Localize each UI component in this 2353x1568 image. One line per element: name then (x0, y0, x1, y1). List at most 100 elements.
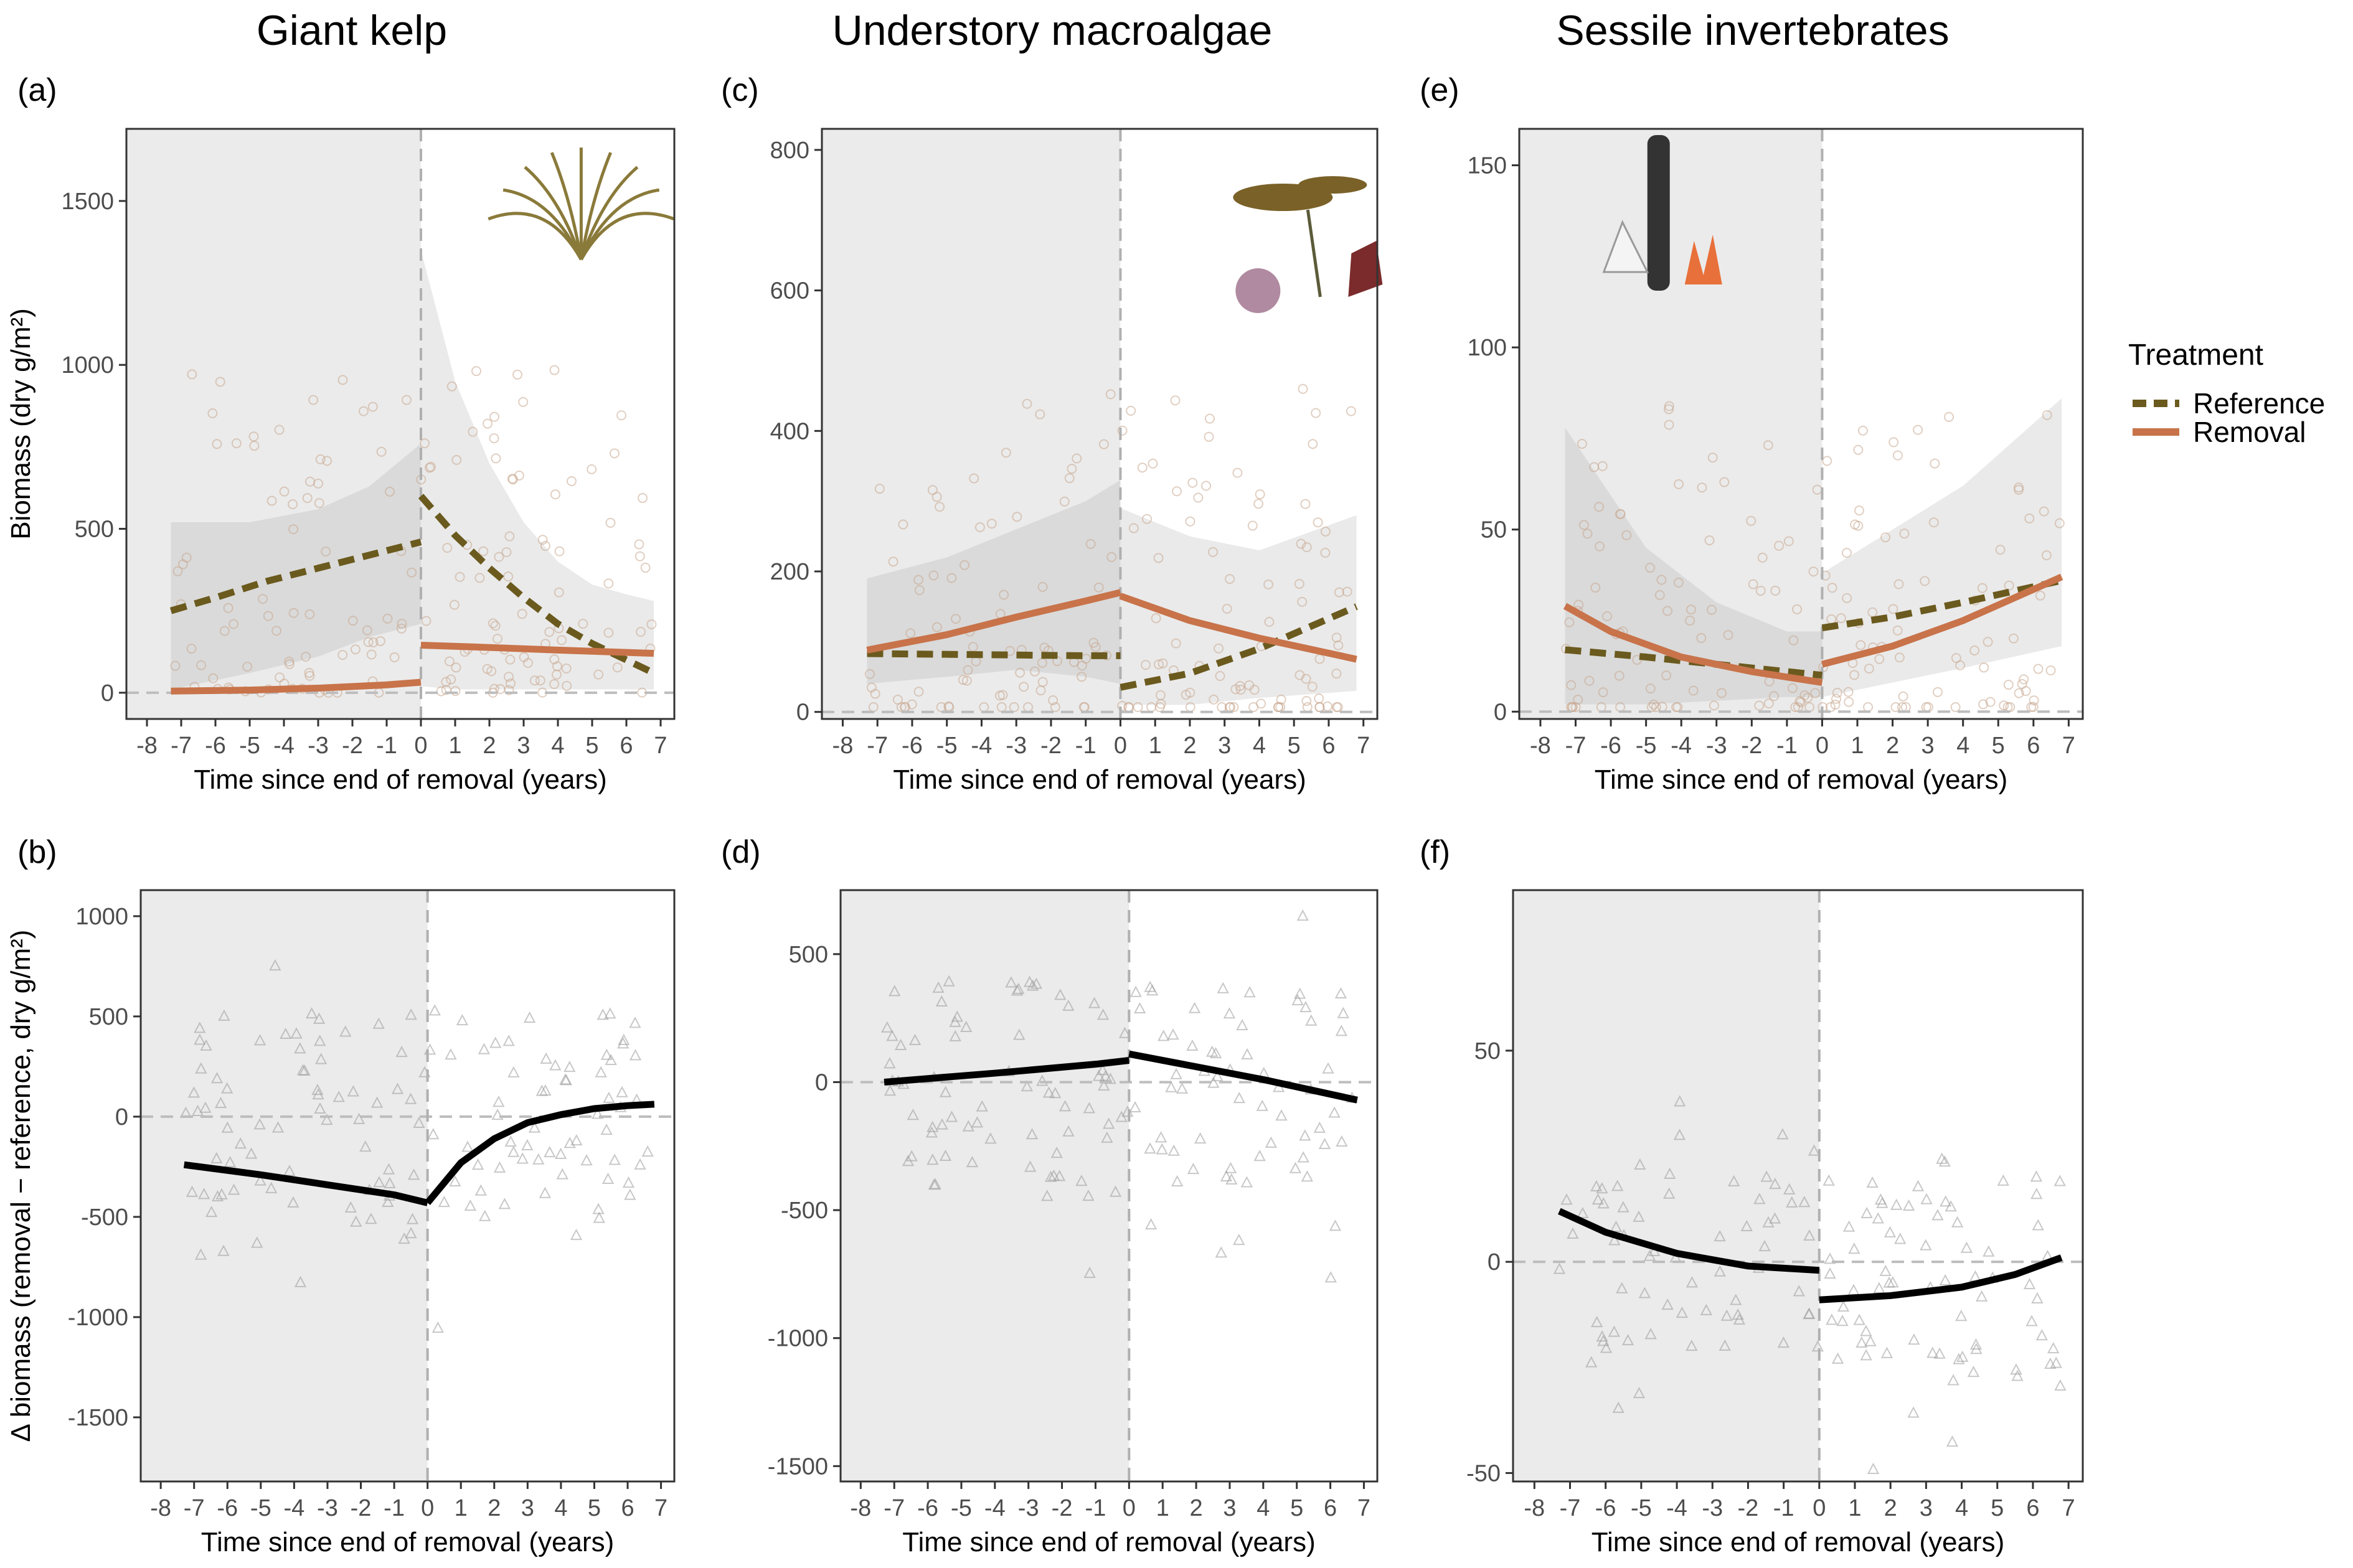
panel-e-data-point (1831, 693, 1841, 704)
panel-c-data-point (1085, 538, 1096, 549)
panel-a-data-point (640, 563, 651, 573)
panel-e-data-point (1621, 530, 1632, 540)
panel-c-data-point (1214, 643, 1224, 654)
panel-b-data-point (560, 1074, 572, 1086)
panel-b-data-point (493, 1161, 506, 1173)
panel-a-data-point (554, 546, 565, 556)
panel-a-x-tick-label: 5 (585, 733, 598, 759)
panel-b-y-axis-title: Δ biomass (removal − reference, dry g/m²… (6, 930, 36, 1442)
panel-d-data-point (1324, 1271, 1337, 1283)
panel-c-data-point (1273, 702, 1283, 713)
panel-b-data-point (384, 1176, 396, 1188)
panel-d-x-tick-label: 4 (1257, 1495, 1270, 1521)
panel-d-data-point (1129, 985, 1142, 997)
panel-e-data-point (1928, 517, 1939, 528)
panel-b-data-point (471, 1158, 484, 1170)
panel-e-data-point (1567, 702, 1578, 713)
panel-f-x-tick-label: 5 (1991, 1495, 2004, 1521)
panel-b-data-point (245, 1147, 258, 1159)
panel-c-data-point (1156, 698, 1166, 709)
panel-a-data-point (495, 683, 506, 694)
panel-d-data-point (884, 1084, 897, 1096)
panel-d-data-point (1297, 1151, 1309, 1163)
panel-a-data-point (384, 486, 395, 497)
panel-a-data-point (471, 366, 481, 377)
panel-f-data-point (1616, 1282, 1628, 1293)
panel-e-data-point (1853, 520, 1864, 531)
panel-b-data-point (373, 1176, 385, 1188)
panel-d-data-point (1062, 1125, 1075, 1137)
panel-c-y-tick-label: 400 (770, 418, 809, 444)
panel-f-data-point (1730, 1293, 1742, 1305)
panel-d-data-point (1220, 1170, 1233, 1182)
panel-d-data-point (960, 1020, 973, 1032)
panel-e-data-point (2014, 688, 2024, 698)
panel-d-x-tick-label: 6 (1324, 1495, 1337, 1521)
panel-c-line-removal (1119, 593, 1357, 663)
panel-f-data-point (1585, 1356, 1598, 1368)
panel-d-data-point (1109, 1185, 1122, 1197)
panel-b-data-point (194, 1033, 206, 1045)
panel-f-data-point (1920, 1193, 1933, 1204)
panel-a-data-point (603, 578, 614, 589)
panel-b-data-point (438, 1195, 451, 1208)
panel-d-data-point (889, 985, 901, 997)
panel-c-data-point (1012, 512, 1022, 522)
panel-f-data-point (1633, 1386, 1646, 1399)
panel-a-data-point (489, 411, 500, 422)
panel-d-data-point (1075, 1175, 1088, 1186)
panel-d-data-point (1215, 1246, 1227, 1258)
panel-e-data-point (1673, 577, 1684, 588)
panel-d-data-point (881, 1021, 894, 1033)
panel-f-data-point (1608, 1325, 1621, 1337)
panel-d-data-point (1256, 1099, 1268, 1111)
panel-d-data-point (1289, 1162, 1302, 1173)
panel-b-data-point (198, 1188, 210, 1199)
panel-a-data-point (288, 524, 299, 535)
panel-e-data-point (1664, 404, 1674, 415)
panel-e-data-point (1755, 586, 1766, 596)
panel-a-data-point (304, 609, 315, 619)
panel-a-data-point (425, 462, 436, 472)
panel-f-data-point (1676, 1306, 1689, 1318)
panel-a-line-removal (171, 678, 422, 695)
panel-a-x-tick-label: -6 (205, 733, 226, 759)
panel-f-data-point (1634, 1158, 1646, 1170)
panel-d-data-point (1146, 984, 1159, 996)
panel-a-data-point (609, 448, 620, 459)
panel-e-confidence-ribbon (1822, 398, 2062, 697)
panel-d-data-point (1176, 1082, 1189, 1094)
panel-a-data-point (603, 627, 614, 638)
panel-c-algae-icon-stipe (1306, 209, 1322, 298)
panel-a-data-point (503, 571, 514, 582)
panel-a-data-point (266, 495, 277, 506)
panel-f-data-point (1591, 1193, 1605, 1205)
panel-b-data-point (535, 1084, 548, 1096)
panel-d-data-point (1225, 1173, 1238, 1185)
panel-c-data-point (1158, 658, 1168, 669)
panel-f-data-point (1936, 1152, 1948, 1164)
panel-f-x-tick-label: -2 (1738, 1495, 1759, 1521)
panel-b-data-point (595, 1066, 607, 1077)
panel-c-data-point (1009, 702, 1019, 713)
panel-d-data-point (1041, 1190, 1054, 1201)
panel-a-data-point (350, 644, 361, 655)
panel-b-data-point (186, 1185, 199, 1197)
panel-e-data-point (1951, 653, 1961, 664)
panel-c-data-point (1248, 702, 1259, 713)
panel-f-data-point (1577, 1206, 1589, 1219)
panel-a-confidence-ribbon (421, 250, 654, 690)
panel-a-data-point (493, 634, 503, 644)
panel-b-x-tick-label: -2 (351, 1495, 372, 1521)
panel-d-data-point (1024, 1160, 1037, 1172)
panel-d-x-tick-label: 2 (1190, 1495, 1203, 1521)
panel-d-data-point (1167, 1144, 1180, 1156)
panel-c-data-point (1346, 406, 1356, 416)
panel-f-data-point (1879, 1264, 1892, 1277)
panel-a-data-point (537, 535, 548, 545)
panel-b-data-point (608, 1153, 621, 1165)
panel-c-data-point (960, 560, 970, 570)
panel-d-data-point (1144, 1218, 1158, 1230)
panel-b-data-point (211, 1190, 224, 1202)
